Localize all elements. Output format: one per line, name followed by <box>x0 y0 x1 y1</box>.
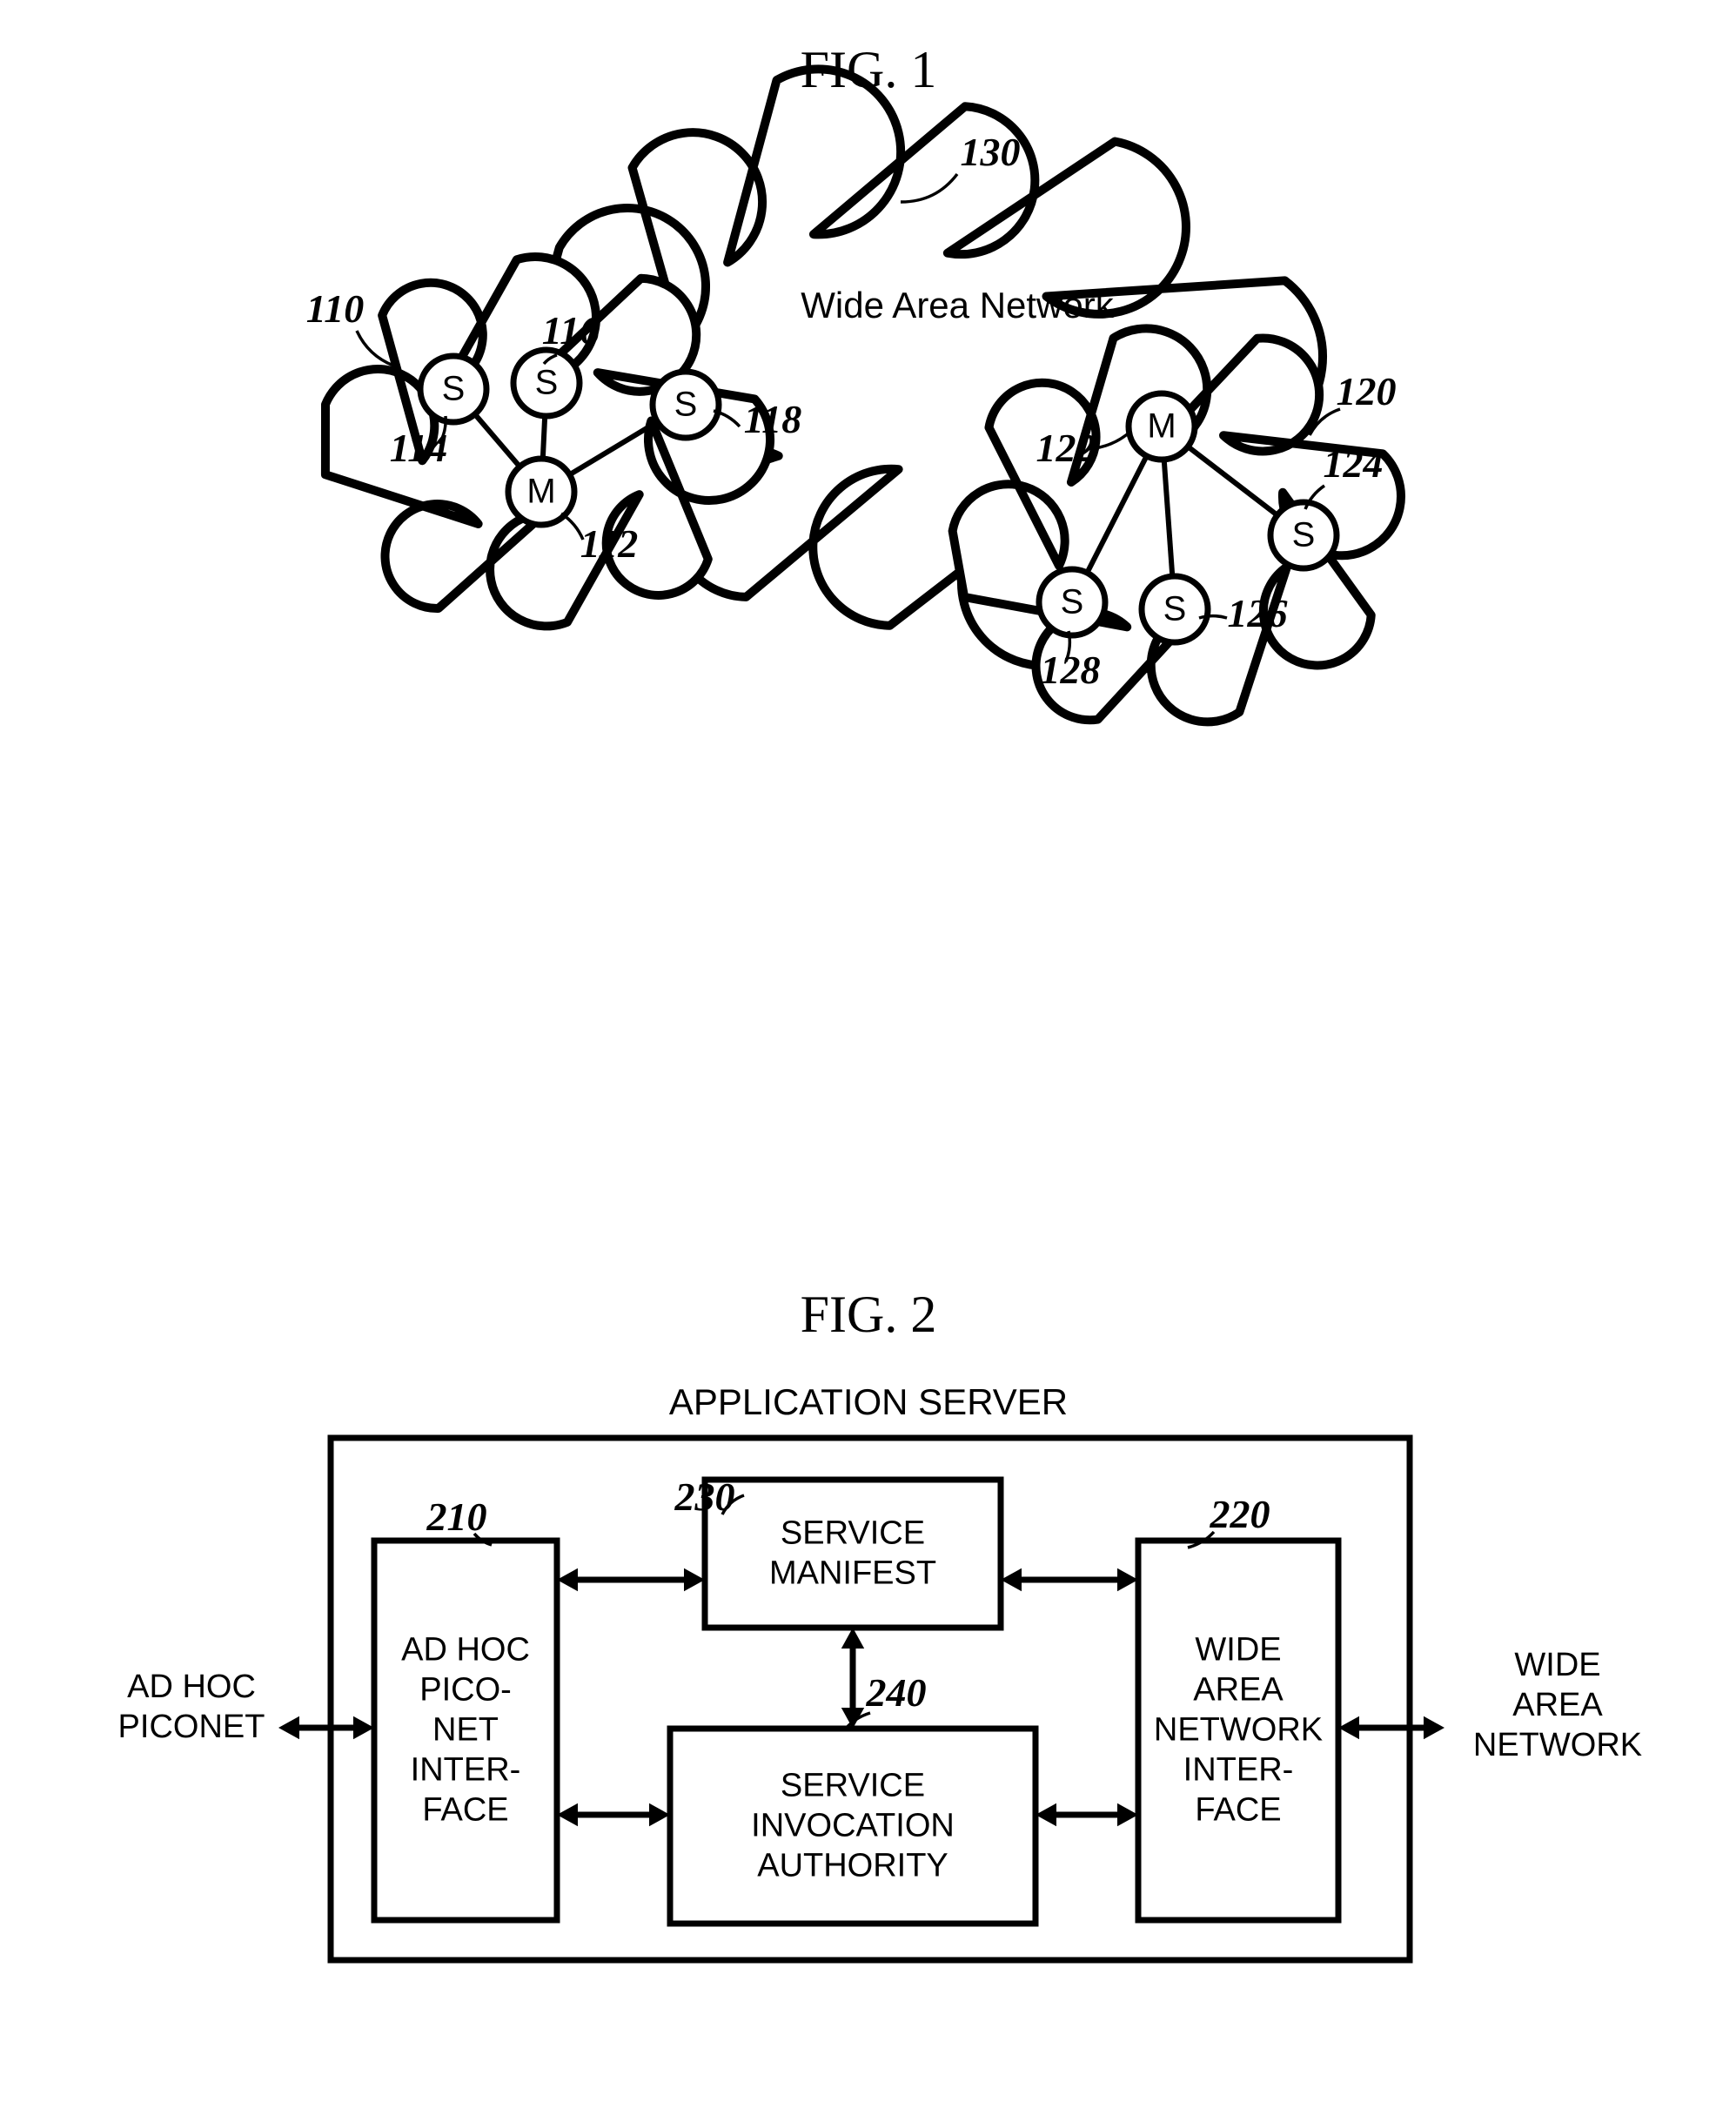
svg-text:AD HOC: AD HOC <box>127 1669 256 1705</box>
svg-text:AREA: AREA <box>1512 1687 1603 1723</box>
svg-text:110: 110 <box>306 286 364 331</box>
svg-text:AD HOC: AD HOC <box>401 1632 530 1669</box>
svg-text:118: 118 <box>744 397 801 441</box>
svg-text:122: 122 <box>1036 426 1096 470</box>
svg-text:PICONET: PICONET <box>118 1709 265 1745</box>
svg-text:S: S <box>674 386 698 424</box>
svg-text:128: 128 <box>1041 648 1101 692</box>
svg-text:SERVICE: SERVICE <box>781 1768 925 1804</box>
svg-text:NETWORK: NETWORK <box>1473 1727 1642 1763</box>
svg-text:NET: NET <box>432 1712 499 1749</box>
svg-text:S: S <box>442 370 466 408</box>
svg-text:126: 126 <box>1228 591 1288 635</box>
block-manifest <box>705 1480 1001 1628</box>
svg-text:124: 124 <box>1324 441 1384 486</box>
svg-text:SERVICE: SERVICE <box>781 1515 925 1552</box>
svg-text:112: 112 <box>580 521 638 566</box>
svg-text:MANIFEST: MANIFEST <box>769 1555 936 1592</box>
svg-text:210: 210 <box>426 1494 487 1539</box>
svg-text:FACE: FACE <box>422 1792 508 1829</box>
svg-text:AREA: AREA <box>1193 1672 1284 1709</box>
svg-text:S: S <box>535 364 559 402</box>
svg-text:230: 230 <box>674 1474 735 1519</box>
fig2-caption: APPLICATION SERVER <box>669 1381 1068 1422</box>
svg-text:120: 120 <box>1337 369 1397 413</box>
svg-text:240: 240 <box>866 1670 927 1715</box>
svg-text:S: S <box>1061 583 1084 621</box>
svg-text:M: M <box>526 473 555 511</box>
svg-text:M: M <box>1147 407 1176 446</box>
svg-text:114: 114 <box>390 426 447 470</box>
svg-text:FACE: FACE <box>1195 1792 1281 1829</box>
svg-text:INTER-: INTER- <box>1183 1752 1294 1789</box>
svg-text:S: S <box>1163 590 1187 628</box>
fig2-title: FIG. 2 <box>801 1286 937 1343</box>
svg-text:116: 116 <box>542 308 600 353</box>
svg-text:PICO-: PICO- <box>419 1672 512 1709</box>
svg-text:220: 220 <box>1210 1492 1270 1536</box>
wan-label: Wide Area Network <box>801 285 1114 326</box>
svg-text:WIDE: WIDE <box>1195 1632 1281 1669</box>
svg-text:INTER-: INTER- <box>411 1752 521 1789</box>
fig1-title: FIG. 1 <box>801 41 937 98</box>
svg-text:INVOCATION: INVOCATION <box>751 1808 955 1844</box>
svg-text:S: S <box>1292 516 1316 554</box>
svg-text:AUTHORITY: AUTHORITY <box>757 1848 948 1884</box>
svg-text:WIDE: WIDE <box>1514 1647 1600 1683</box>
svg-text:NETWORK: NETWORK <box>1154 1712 1323 1749</box>
svg-text:130: 130 <box>961 130 1021 174</box>
